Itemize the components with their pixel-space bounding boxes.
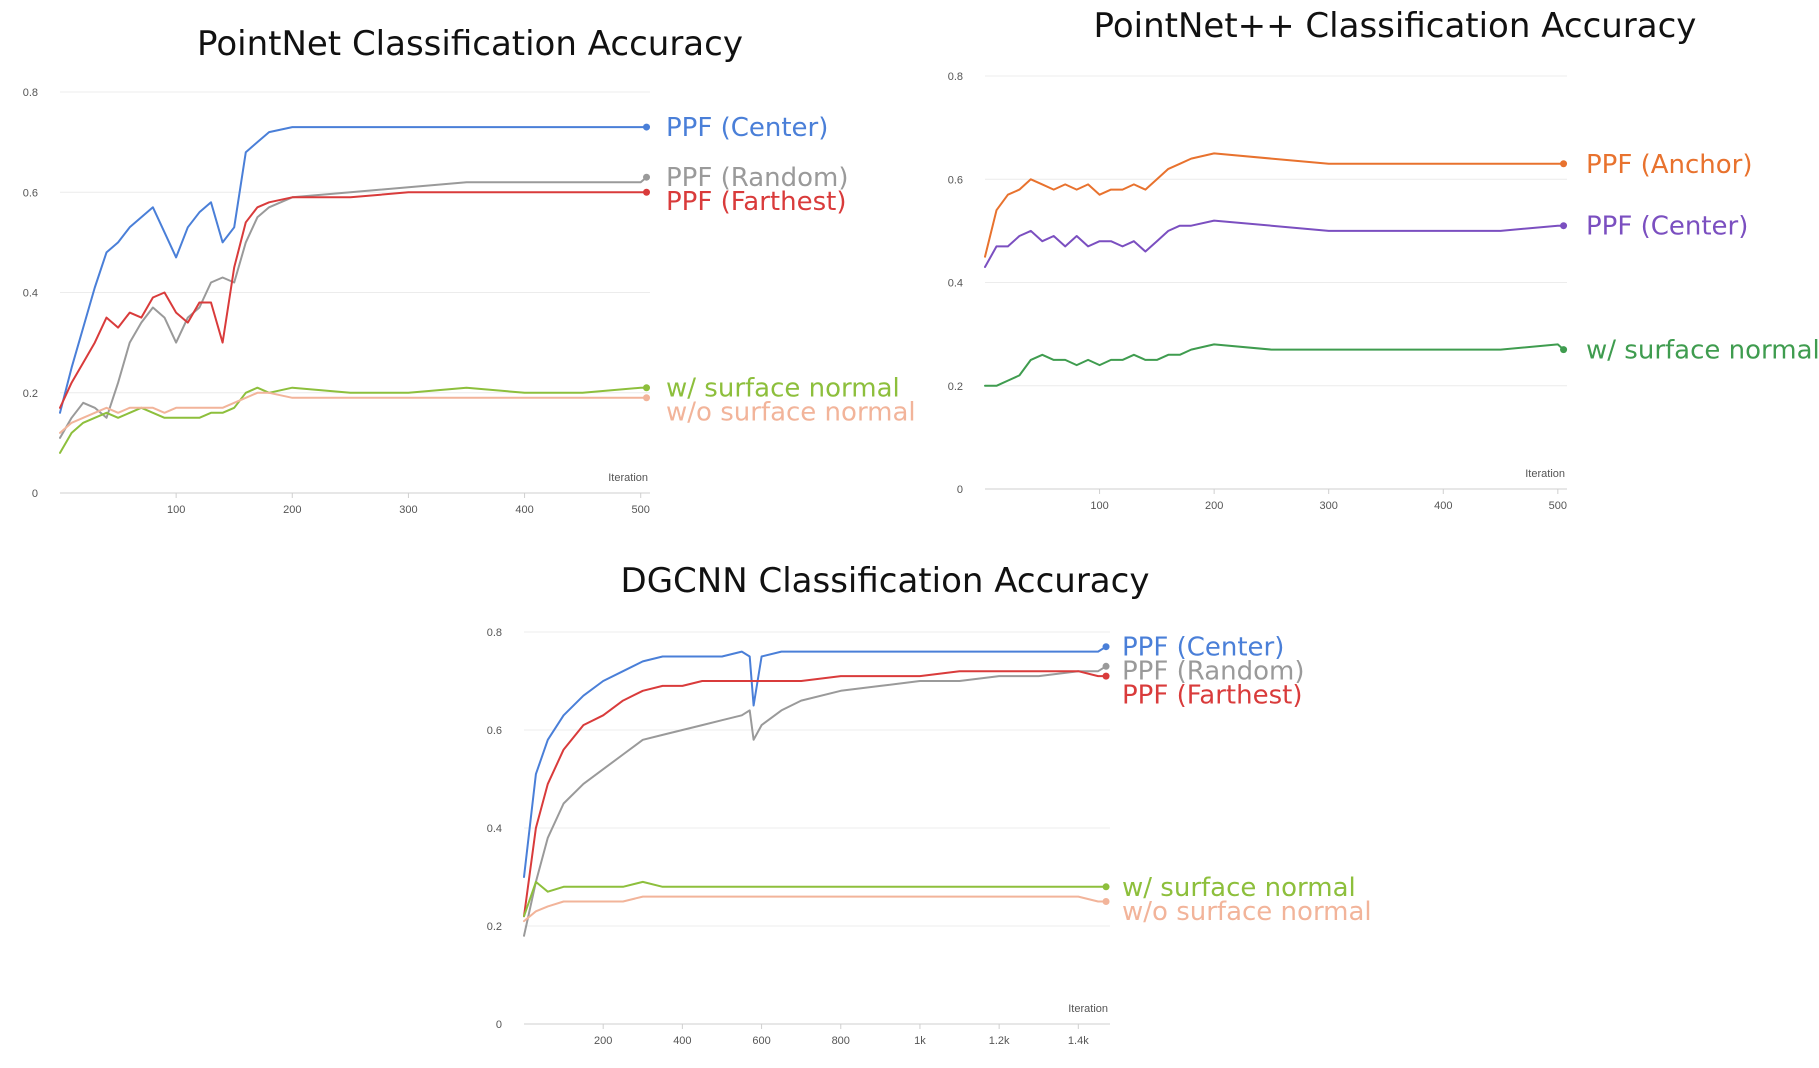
y-tick-label: 0.2 <box>948 381 963 393</box>
series-line-ppf-farthest <box>523 670 1107 918</box>
chart-title: DGCNN Classification Accuracy <box>621 561 1150 601</box>
y-tick-label: 0.6 <box>487 725 502 737</box>
series-label: w/o surface normal <box>666 398 916 428</box>
x-tick-label: 200 <box>594 1035 612 1047</box>
series-end-marker <box>1102 898 1110 905</box>
series-end-marker <box>1102 643 1110 651</box>
series-line-ppf-center <box>59 126 648 414</box>
x-tick-label: 100 <box>167 504 185 516</box>
x-tick-label: 300 <box>399 504 417 516</box>
series-line-w-o-surface-normal <box>59 391 648 434</box>
dgcnn-chart: DGCNN Classification Accuracy 0 0.2 0.4 0.6 0… <box>487 561 1372 1047</box>
y-tick-label: 0.2 <box>487 921 502 933</box>
series-end-marker <box>643 188 651 196</box>
x-tick-label: 200 <box>1205 500 1223 512</box>
y-tick-label: 0.8 <box>487 627 502 639</box>
series-label: w/ surface normal <box>1586 336 1819 366</box>
y-tick-label: 0 <box>496 1019 502 1031</box>
series-label: PPF (Center) <box>1586 212 1748 242</box>
y-tick-label: 0.4 <box>23 288 38 300</box>
series-end-marker <box>1560 160 1568 168</box>
series-end-marker <box>1102 883 1110 891</box>
x-axis-label: Iteration <box>1525 468 1565 480</box>
series-label: w/o surface normal <box>1122 897 1372 927</box>
x-tick-label: 300 <box>1320 500 1338 512</box>
series-line-w-surface-normal <box>984 343 1565 387</box>
series-end-marker <box>1560 222 1568 230</box>
series-line-ppf-anchor <box>984 152 1565 258</box>
x-tick-label: 100 <box>1090 500 1108 512</box>
x-axis-label: Iteration <box>608 472 648 484</box>
series-label: PPF (Center) <box>666 113 828 143</box>
x-axis-label: Iteration <box>1068 1003 1108 1015</box>
series-label: PPF (Center) <box>1122 633 1284 663</box>
series-line-ppf-random <box>523 665 1107 937</box>
series-label: w/ surface normal <box>1122 873 1356 903</box>
series-end-marker <box>1560 346 1568 354</box>
y-tick-label: 0.6 <box>23 187 38 199</box>
series-end-marker <box>1102 662 1110 670</box>
y-tick-label: 0.6 <box>948 174 963 186</box>
y-tick-label: 0.2 <box>23 388 38 400</box>
y-tick-label: 0 <box>957 484 963 496</box>
x-tick-label: 800 <box>832 1035 850 1047</box>
series-label: w/ surface normal <box>666 374 900 404</box>
x-tick-label: 1.2k <box>989 1035 1010 1047</box>
series-line-ppf-farthest <box>59 191 648 409</box>
series-label: PPF (Random) <box>666 163 849 193</box>
series-line-w-surface-normal <box>523 880 1107 918</box>
series-end-marker <box>643 394 651 402</box>
x-tick-label: 600 <box>752 1035 770 1047</box>
x-tick-label: 400 <box>515 504 533 516</box>
chart-title: PointNet Classification Accuracy <box>197 24 743 64</box>
pointnet-plus-plus-chart: PointNet++ Classification Accuracy 0 0.2 0.… <box>948 6 1819 512</box>
y-tick-label: 0 <box>32 488 38 500</box>
series-line-ppf-random <box>59 176 648 439</box>
series-label: PPF (Anchor) <box>1586 150 1753 180</box>
series-label: PPF (Farthest) <box>666 187 846 217</box>
y-tick-label: 0.4 <box>948 278 963 290</box>
series-end-marker <box>643 384 651 392</box>
y-tick-label: 0.8 <box>23 87 38 99</box>
chart-title: PointNet++ Classification Accuracy <box>1094 6 1697 46</box>
x-tick-label: 200 <box>283 504 301 516</box>
x-tick-label: 400 <box>1434 500 1452 512</box>
x-tick-label: 400 <box>673 1035 691 1047</box>
series-end-marker <box>1102 672 1110 680</box>
pointnet-chart: PointNet Classification Accuracy 0 0.2 0.4 0… <box>23 24 916 516</box>
x-tick-label: 1k <box>914 1035 926 1047</box>
series-line-ppf-center <box>984 219 1565 268</box>
x-tick-label: 500 <box>1549 500 1567 512</box>
series-end-marker <box>643 123 651 131</box>
series-label: PPF (Farthest) <box>1122 681 1302 711</box>
series-line-w-surface-normal <box>59 386 648 454</box>
x-tick-label: 1.4k <box>1068 1035 1089 1047</box>
y-tick-label: 0.8 <box>948 71 963 83</box>
x-tick-label: 500 <box>632 504 650 516</box>
series-line-w-o-surface-normal <box>523 895 1107 923</box>
series-line-ppf-center <box>523 645 1107 878</box>
y-tick-label: 0.4 <box>487 823 502 835</box>
series-end-marker <box>643 173 651 181</box>
series-label: PPF (Random) <box>1122 657 1305 687</box>
